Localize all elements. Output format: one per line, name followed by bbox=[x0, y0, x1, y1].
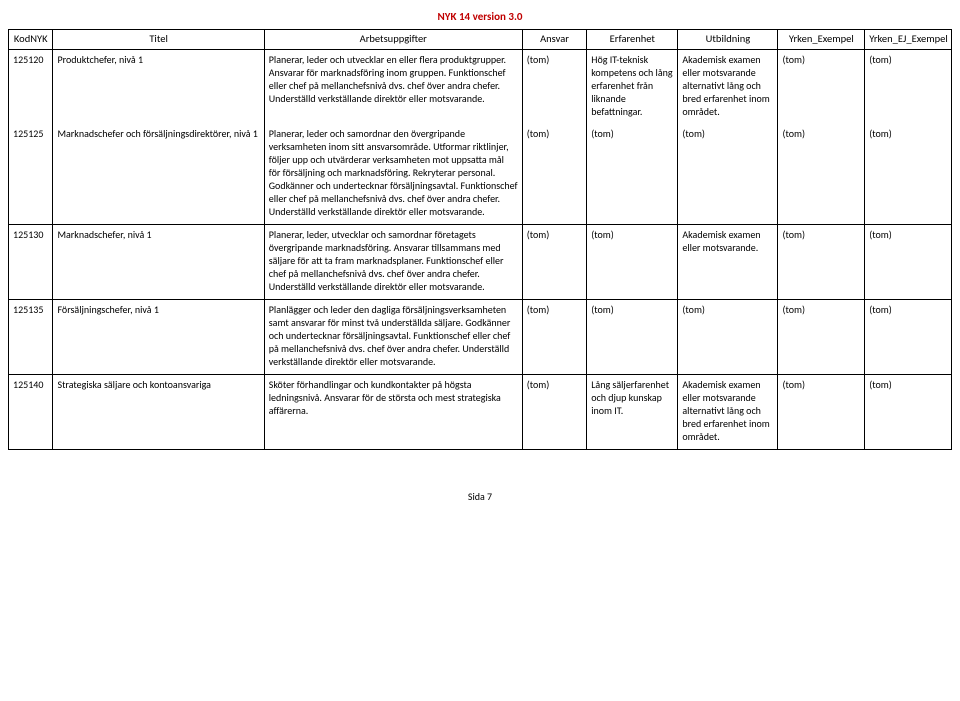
cell-erf: (tom) bbox=[587, 299, 678, 374]
cell-ansvar: (tom) bbox=[522, 374, 586, 449]
table-row: 125120 Produktchefer, nivå 1 Planerar, l… bbox=[9, 49, 952, 124]
col-arb: Arbetsuppgifter bbox=[264, 30, 522, 50]
cell-erf: (tom) bbox=[587, 224, 678, 299]
cell-kod: 125140 bbox=[9, 374, 53, 449]
cell-ansvar: (tom) bbox=[522, 224, 586, 299]
cell-erf: Hög IT-teknisk kompetens och lång erfare… bbox=[587, 49, 678, 124]
cell-utb: Akademisk examen eller motsvarande alter… bbox=[678, 49, 778, 124]
document-title: NYK 14 version 3.0 bbox=[8, 10, 952, 23]
table-row: 125140 Strategiska säljare och kontoansv… bbox=[9, 374, 952, 449]
col-titel: Titel bbox=[53, 30, 264, 50]
data-table: KodNYK Titel Arbetsuppgifter Ansvar Erfa… bbox=[8, 29, 952, 450]
cell-y2: (tom) bbox=[865, 49, 952, 124]
cell-arb: Planerar, leder och samordnar den övergr… bbox=[264, 124, 522, 225]
cell-y2: (tom) bbox=[865, 299, 952, 374]
cell-y2: (tom) bbox=[865, 224, 952, 299]
cell-arb: Planerar, leder och utvecklar en eller f… bbox=[264, 49, 522, 124]
cell-utb: Akademisk examen eller motsvarande. bbox=[678, 224, 778, 299]
col-y2: Yrken_EJ_Exempel bbox=[865, 30, 952, 50]
cell-ansvar: (tom) bbox=[522, 124, 586, 225]
cell-titel: Försäljningschefer, nivå 1 bbox=[53, 299, 264, 374]
table-row: 125130 Marknadschefer, nivå 1 Planerar, … bbox=[9, 224, 952, 299]
page-footer: Sida 7 bbox=[8, 490, 952, 503]
cell-kod: 125130 bbox=[9, 224, 53, 299]
cell-y1: (tom) bbox=[778, 299, 865, 374]
cell-titel: Produktchefer, nivå 1 bbox=[53, 49, 264, 124]
cell-y2: (tom) bbox=[865, 124, 952, 225]
cell-ansvar: (tom) bbox=[522, 49, 586, 124]
cell-y1: (tom) bbox=[778, 124, 865, 225]
col-kod: KodNYK bbox=[9, 30, 53, 50]
col-erf: Erfarenhet bbox=[587, 30, 678, 50]
table-row: 125135 Försäljningschefer, nivå 1 Planlä… bbox=[9, 299, 952, 374]
cell-arb: Planerar, leder, utvecklar och samordnar… bbox=[264, 224, 522, 299]
cell-utb: Akademisk examen eller motsvarande alter… bbox=[678, 374, 778, 449]
table-row: 125125 Marknadschefer och försäljningsdi… bbox=[9, 124, 952, 225]
col-ansvar: Ansvar bbox=[522, 30, 586, 50]
cell-ansvar: (tom) bbox=[522, 299, 586, 374]
col-y1: Yrken_Exempel bbox=[778, 30, 865, 50]
table-header-row: KodNYK Titel Arbetsuppgifter Ansvar Erfa… bbox=[9, 30, 952, 50]
cell-utb: (tom) bbox=[678, 124, 778, 225]
cell-titel: Marknadschefer och försäljningsdirektöre… bbox=[53, 124, 264, 225]
cell-kod: 125135 bbox=[9, 299, 53, 374]
page: NYK 14 version 3.0 KodNYK Titel Arbetsup… bbox=[0, 0, 960, 523]
cell-kod: 125125 bbox=[9, 124, 53, 225]
cell-utb: (tom) bbox=[678, 299, 778, 374]
cell-y1: (tom) bbox=[778, 224, 865, 299]
col-utb: Utbildning bbox=[678, 30, 778, 50]
cell-kod: 125120 bbox=[9, 49, 53, 124]
cell-titel: Marknadschefer, nivå 1 bbox=[53, 224, 264, 299]
cell-arb: Planlägger och leder den dagliga försälj… bbox=[264, 299, 522, 374]
cell-y1: (tom) bbox=[778, 49, 865, 124]
cell-y2: (tom) bbox=[865, 374, 952, 449]
cell-y1: (tom) bbox=[778, 374, 865, 449]
cell-titel: Strategiska säljare och kontoansvariga bbox=[53, 374, 264, 449]
cell-erf: (tom) bbox=[587, 124, 678, 225]
cell-arb: Sköter förhandlingar och kundkontakter p… bbox=[264, 374, 522, 449]
cell-erf: Lång säljerfarenhet och djup kunskap ino… bbox=[587, 374, 678, 449]
